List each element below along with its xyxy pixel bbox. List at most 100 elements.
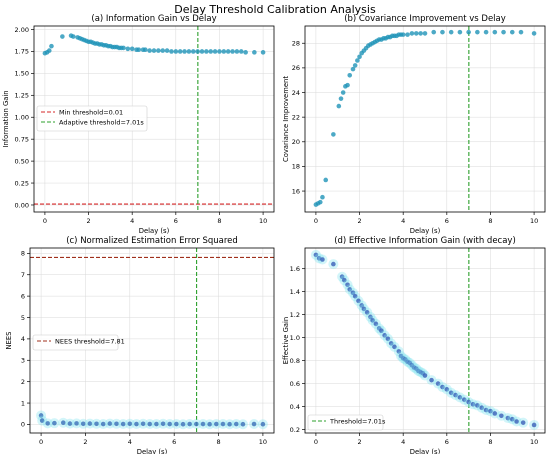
data-point bbox=[492, 29, 498, 35]
panel-title: (b) Covariance Improvement vs Delay bbox=[344, 14, 506, 24]
x-tick-label: 8 bbox=[217, 217, 221, 225]
y-tick-label: 28 bbox=[292, 40, 300, 48]
data-point bbox=[509, 416, 515, 422]
legend: Min threshold=0.01 Adaptive threshold=7.0… bbox=[36, 105, 148, 132]
data-point bbox=[444, 387, 450, 392]
data-point bbox=[501, 29, 506, 35]
data-point bbox=[251, 421, 257, 427]
legend-box bbox=[32, 334, 119, 351]
data-point bbox=[195, 49, 200, 54]
y-tick-label: 0 bbox=[21, 421, 25, 429]
legend-label: NEES threshold=7.81 bbox=[55, 338, 125, 346]
data-point bbox=[336, 103, 342, 109]
data-point bbox=[114, 421, 119, 427]
legend: Threshold=7.01s bbox=[307, 414, 386, 431]
x-tick-label: 4 bbox=[401, 438, 405, 446]
data-point bbox=[350, 290, 356, 296]
legend-label: Adaptive threshold=7.01s bbox=[59, 119, 144, 127]
data-point bbox=[413, 31, 419, 36]
data-point bbox=[187, 421, 193, 427]
data-point bbox=[80, 421, 86, 427]
data-point bbox=[120, 421, 126, 427]
data-point bbox=[174, 421, 179, 427]
data-point bbox=[388, 341, 394, 346]
data-point bbox=[448, 29, 454, 35]
data-point bbox=[227, 421, 232, 427]
x-tick-label: 2 bbox=[357, 217, 361, 225]
x-tick-label: 6 bbox=[174, 217, 178, 225]
data-point bbox=[147, 421, 153, 427]
data-point bbox=[221, 49, 227, 54]
data-point bbox=[440, 384, 445, 390]
x-tick-label: 0 bbox=[39, 438, 43, 446]
panel-3: 0 2 4 6 8 10 0 1 2 3 4 5 6 7 8 (c) Normalized Estimatio… bbox=[5, 236, 275, 454]
y-tick-label: 18 bbox=[292, 163, 300, 171]
data-point bbox=[317, 199, 323, 205]
data-point bbox=[140, 421, 146, 427]
data-point bbox=[368, 314, 373, 320]
data-point bbox=[160, 48, 166, 53]
x-tick-label: 4 bbox=[128, 438, 132, 446]
data-point bbox=[466, 399, 471, 405]
data-point bbox=[440, 29, 445, 35]
data-point bbox=[74, 421, 79, 426]
data-point bbox=[422, 31, 428, 36]
data-point bbox=[238, 49, 244, 54]
y-tick-label: 1.0 bbox=[290, 334, 300, 342]
x-tick-label: 10 bbox=[259, 217, 267, 225]
y-tick-label: 8 bbox=[21, 250, 25, 258]
data-point bbox=[488, 408, 493, 414]
data-point bbox=[70, 34, 76, 39]
x-tick-label: 6 bbox=[445, 438, 449, 446]
data-point bbox=[347, 72, 353, 78]
data-point bbox=[347, 287, 353, 292]
figure-title: Delay Threshold Calibration Analysis bbox=[174, 3, 376, 16]
data-point bbox=[492, 411, 498, 416]
legend: NEES threshold=7.81 bbox=[32, 334, 125, 351]
data-point bbox=[435, 381, 441, 386]
panel-4: 0 2 4 6 8 10 0.2 0.4 0.6 0.8 1.0 1.2 1.4 1.6 (d) Effec… bbox=[282, 236, 546, 454]
data-point bbox=[470, 401, 476, 407]
data-point bbox=[100, 421, 106, 427]
plot-frame bbox=[304, 25, 546, 213]
data-point bbox=[483, 407, 489, 413]
x-tick-label: 8 bbox=[216, 438, 220, 446]
x-tick-label: 2 bbox=[86, 217, 90, 225]
data-point bbox=[466, 29, 471, 35]
data-point bbox=[151, 48, 157, 53]
data-point bbox=[518, 29, 524, 35]
data-point bbox=[392, 344, 397, 350]
data-point bbox=[448, 390, 454, 396]
data-point bbox=[225, 49, 231, 54]
x-tick-label: 0 bbox=[43, 217, 47, 225]
y-tick-label: 1.50 bbox=[15, 70, 29, 78]
panel-title: (d) Effective Information Gain (with dec… bbox=[334, 236, 516, 246]
y-axis-label: Covariance Improvement bbox=[282, 76, 290, 162]
data-point bbox=[49, 43, 54, 49]
data-point bbox=[323, 177, 329, 183]
data-point bbox=[520, 420, 526, 425]
data-point bbox=[531, 31, 537, 36]
data-point bbox=[87, 421, 93, 426]
data-point bbox=[180, 421, 186, 427]
plot-frame bbox=[304, 247, 546, 434]
y-tick-label: 0.4 bbox=[290, 403, 300, 411]
panel-title: (c) Normalized Estimation Error Squared bbox=[66, 236, 238, 246]
x-tick-label: 8 bbox=[488, 438, 492, 446]
data-point bbox=[129, 46, 135, 52]
y-tick-label: 24 bbox=[292, 89, 300, 97]
data-point bbox=[345, 282, 350, 288]
data-point bbox=[357, 54, 362, 60]
x-axis-label: Delay (s) bbox=[139, 227, 170, 235]
data-point bbox=[475, 403, 480, 408]
x-tick-label: 10 bbox=[259, 438, 267, 446]
data-point bbox=[370, 318, 375, 323]
x-axis-label: Delay (s) bbox=[410, 448, 441, 454]
data-point bbox=[67, 421, 73, 426]
data-point bbox=[94, 421, 99, 427]
data-point bbox=[121, 45, 126, 51]
data-point bbox=[400, 32, 406, 37]
data-point bbox=[453, 392, 458, 398]
data-point bbox=[52, 420, 57, 426]
